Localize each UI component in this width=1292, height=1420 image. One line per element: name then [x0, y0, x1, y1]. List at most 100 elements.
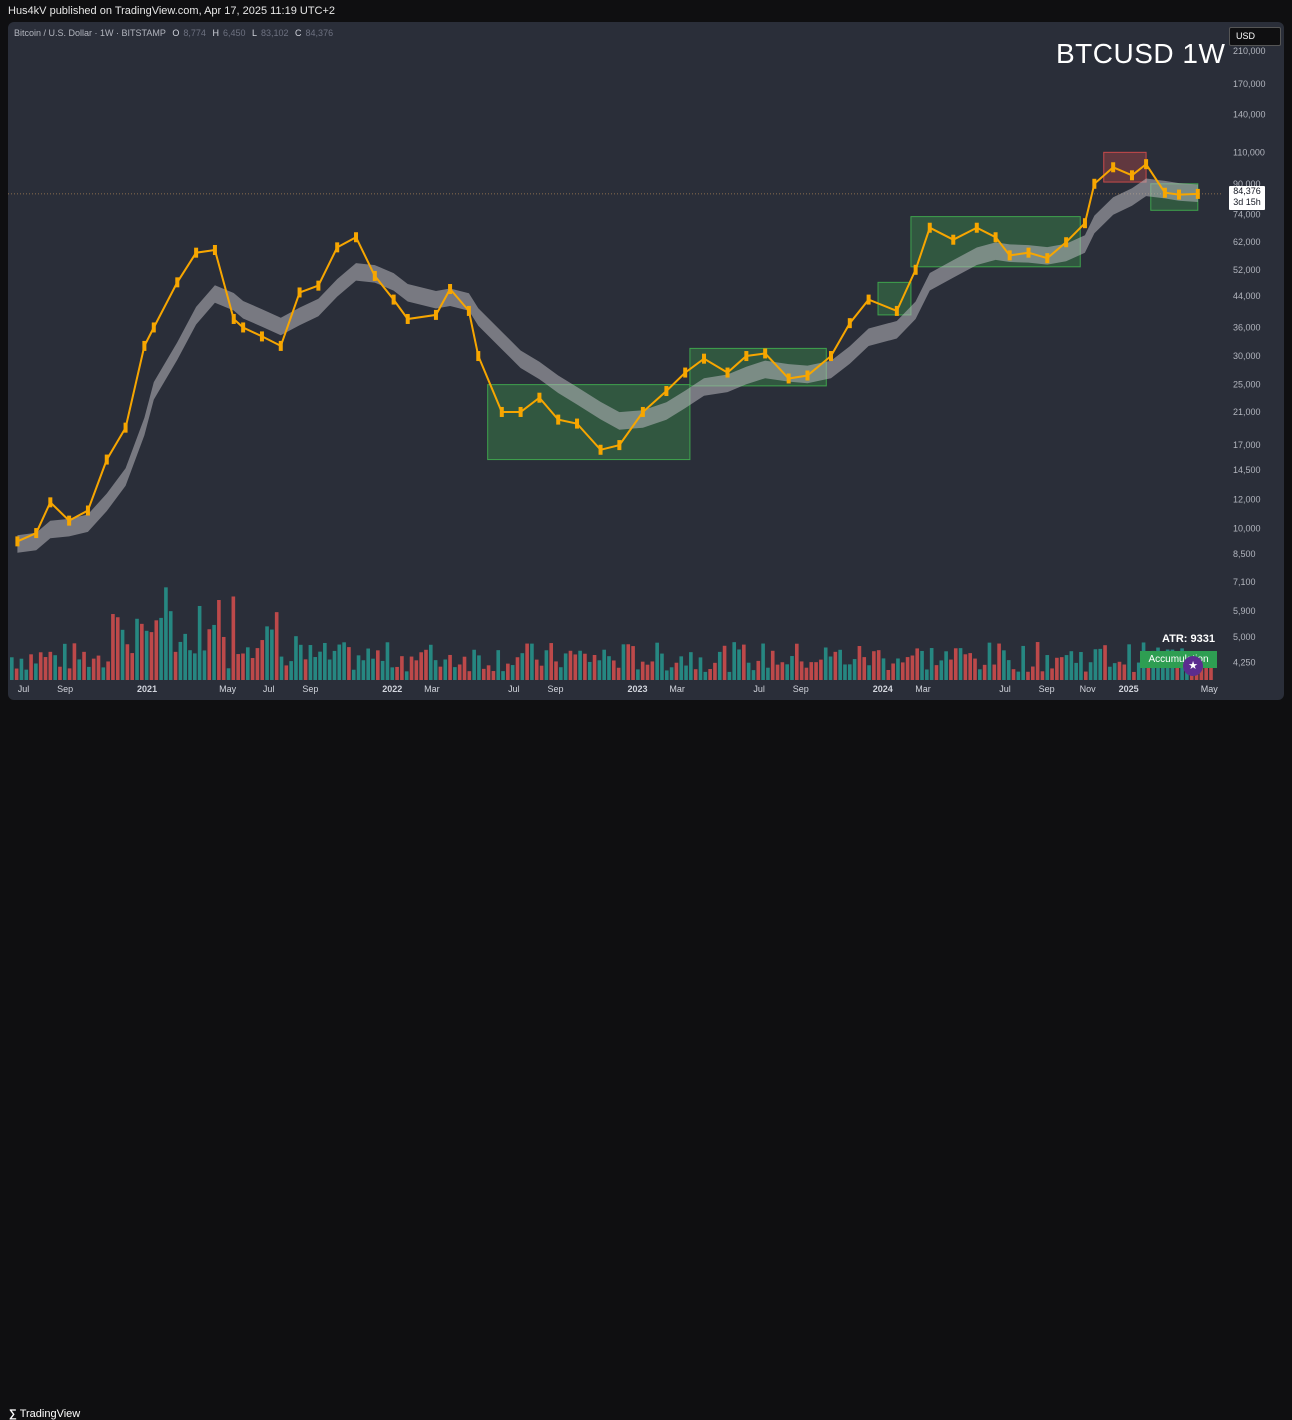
y-tick-label: 36,000	[1233, 322, 1261, 332]
price-point	[448, 284, 453, 295]
rocket-icon[interactable]: ★	[1183, 656, 1203, 676]
volume-bar	[400, 656, 404, 680]
tradingview-logo[interactable]: ∑ TradingView	[9, 1408, 80, 1420]
volume-bar	[308, 645, 313, 680]
volume-bar	[592, 654, 597, 680]
volume-bar	[250, 658, 255, 680]
price-point	[123, 422, 128, 433]
volume-bar	[1136, 662, 1141, 680]
y-tick-label: 4,250	[1233, 657, 1256, 667]
tv-mark-icon: ∑	[9, 1408, 17, 1420]
volume-bar	[72, 643, 77, 680]
volume-bar	[1030, 666, 1035, 680]
price-chart[interactable]: 4,250 5,000 5,900 7,100 8,500 10,000 12,000 14,…	[0, 0, 1292, 729]
volume-bar	[934, 665, 939, 680]
volume-bar	[949, 659, 953, 680]
volume-bar	[602, 649, 606, 680]
x-tick-label: Nov	[1080, 684, 1097, 694]
volume-bar	[1045, 655, 1050, 680]
volume-bar	[481, 668, 486, 680]
volume-bar	[520, 653, 525, 680]
volume-bar	[1088, 662, 1093, 680]
volume-bar	[621, 644, 626, 680]
volume-bar	[82, 651, 86, 680]
price-point	[476, 351, 481, 362]
volume-bar	[713, 662, 717, 680]
volume-bar	[284, 665, 289, 680]
y-tick-label: 7,100	[1233, 577, 1256, 587]
volume-bar	[419, 652, 423, 680]
volume-bar	[1035, 642, 1040, 680]
volume-bar	[1127, 644, 1131, 680]
x-tick-label: Jul	[263, 684, 275, 694]
x-tick-label: Jul	[508, 684, 520, 694]
price-point	[1177, 189, 1182, 200]
volume-bar	[221, 636, 226, 680]
price-point	[556, 414, 561, 425]
currency-selector[interactable]: USD	[1229, 27, 1281, 46]
x-tick-label: Mar	[424, 684, 440, 694]
volume-bar	[356, 655, 361, 680]
y-tick-label: 25,000	[1233, 380, 1261, 390]
price-point	[927, 222, 932, 233]
volume-bar	[1059, 657, 1064, 680]
publisher-line: Hus4kV published on TradingView.com, Apr…	[8, 5, 336, 17]
volume-bar	[660, 653, 664, 680]
volume-bar	[737, 649, 741, 680]
high-value: 6,450	[222, 28, 246, 38]
volume-bar	[1098, 648, 1103, 680]
volume-bar	[1117, 661, 1122, 680]
price-point	[104, 454, 109, 465]
volume-bar	[751, 670, 756, 680]
volume-bar	[597, 660, 602, 680]
y-tick-label: 62,000	[1233, 237, 1261, 247]
volume-bar	[462, 656, 467, 680]
volume-bar	[838, 649, 842, 680]
volume-bar	[298, 644, 303, 680]
volume-bar	[939, 660, 944, 680]
chart-title: BTCUSD 1W	[1056, 38, 1226, 69]
y-tick-label: 21,000	[1233, 407, 1261, 417]
price-point	[1111, 162, 1116, 173]
volume-bar	[559, 667, 563, 680]
volume-bar	[58, 666, 62, 680]
chart-frame[interactable]	[8, 22, 1284, 700]
price-point	[1144, 159, 1149, 170]
y-tick-label: 140,000	[1233, 110, 1266, 120]
tradingview-label: TradingView	[19, 1408, 81, 1420]
price-point	[894, 305, 899, 316]
volume-bar	[371, 658, 375, 680]
volume-bar	[19, 658, 24, 680]
volume-bar	[347, 647, 351, 680]
volume-bar	[1199, 664, 1204, 680]
x-tick-label: Sep	[57, 684, 73, 694]
volume-bar	[106, 661, 110, 680]
volume-bar	[43, 657, 48, 680]
volume-bar	[900, 662, 905, 680]
volume-bar	[270, 629, 274, 680]
volume-bar	[144, 630, 149, 680]
volume-bar	[178, 641, 183, 680]
price-point	[316, 280, 321, 291]
volume-bar	[351, 669, 356, 680]
volume-bar	[332, 650, 337, 680]
volume-bar	[978, 669, 982, 680]
volume-bar	[703, 671, 708, 680]
y-tick-label: 210,000	[1233, 46, 1266, 56]
price-point	[763, 348, 768, 359]
price-point	[354, 232, 359, 243]
volume-bar	[1132, 671, 1136, 680]
volume-bar	[96, 655, 101, 680]
price-point	[405, 313, 410, 324]
volume-bar	[780, 662, 785, 680]
volume-bar	[920, 650, 924, 680]
volume-bar	[438, 666, 443, 680]
volume-bar	[212, 624, 216, 680]
volume-bar	[453, 667, 457, 680]
price-point	[575, 418, 580, 429]
price-point	[1045, 253, 1050, 264]
price-point	[847, 318, 852, 329]
open-value: 8,774	[183, 28, 206, 38]
volume-bar	[236, 654, 240, 680]
volume-bar	[549, 643, 554, 680]
